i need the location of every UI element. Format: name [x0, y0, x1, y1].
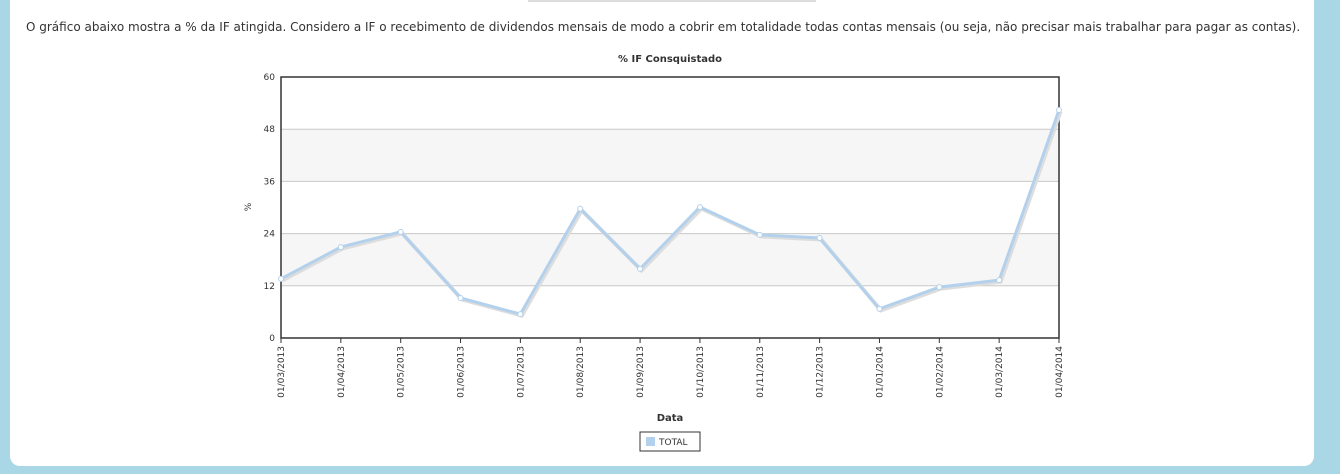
data-point	[816, 234, 823, 241]
x-axis-label: Data	[657, 413, 684, 424]
data-point	[756, 231, 763, 238]
series-line	[280, 109, 1061, 316]
data-point	[577, 205, 584, 212]
x-tick-label: 01/08/2013	[576, 346, 586, 398]
x-tick-label: 01/03/2014	[995, 346, 1005, 398]
y-tick-label: 48	[264, 125, 276, 135]
top-bar	[528, 0, 816, 2]
x-tick-label: 01/01/2014	[875, 346, 885, 398]
x-tick-label: 01/03/2013	[277, 346, 287, 398]
x-tick-label: 01/06/2013	[457, 346, 467, 398]
legend-label: TOTAL	[658, 438, 688, 448]
data-point	[1056, 107, 1062, 114]
y-tick-label: 36	[264, 177, 276, 187]
data-point	[457, 294, 464, 301]
legend-swatch	[646, 437, 655, 446]
y-tick-label: 0	[269, 334, 275, 344]
plot-frame	[280, 76, 1060, 339]
data-point	[996, 277, 1003, 284]
x-tick-label: 01/07/2013	[516, 346, 526, 398]
x-tick-label: 01/10/2013	[696, 346, 706, 398]
x-tick-label: 01/04/2014	[1055, 346, 1065, 398]
y-axis-label: %	[244, 202, 254, 211]
data-point	[876, 305, 883, 312]
data-point	[397, 228, 404, 235]
x-tick-label: 01/02/2014	[935, 346, 945, 398]
y-tick-label: 24	[264, 230, 276, 240]
data-point	[278, 275, 284, 282]
y-tick-label: 60	[264, 73, 276, 83]
chart-title: % IF Consquistado	[618, 54, 722, 65]
x-tick-label: 01/05/2013	[397, 346, 407, 398]
grid-band	[281, 129, 1059, 182]
x-tick-label: 01/04/2013	[337, 346, 347, 398]
y-tick-label: 12	[264, 282, 275, 292]
intro-text: O gráfico abaixo mostra a % da IF atingi…	[26, 20, 1301, 34]
data-point	[936, 284, 943, 291]
data-point	[337, 244, 344, 251]
x-tick-label: 01/11/2013	[756, 346, 766, 398]
x-tick-label: 01/12/2013	[816, 346, 826, 398]
data-point	[696, 204, 703, 211]
legend-box	[639, 431, 701, 452]
data-point	[637, 265, 644, 272]
x-tick-label: 01/09/2013	[636, 346, 646, 398]
data-point	[517, 311, 524, 318]
